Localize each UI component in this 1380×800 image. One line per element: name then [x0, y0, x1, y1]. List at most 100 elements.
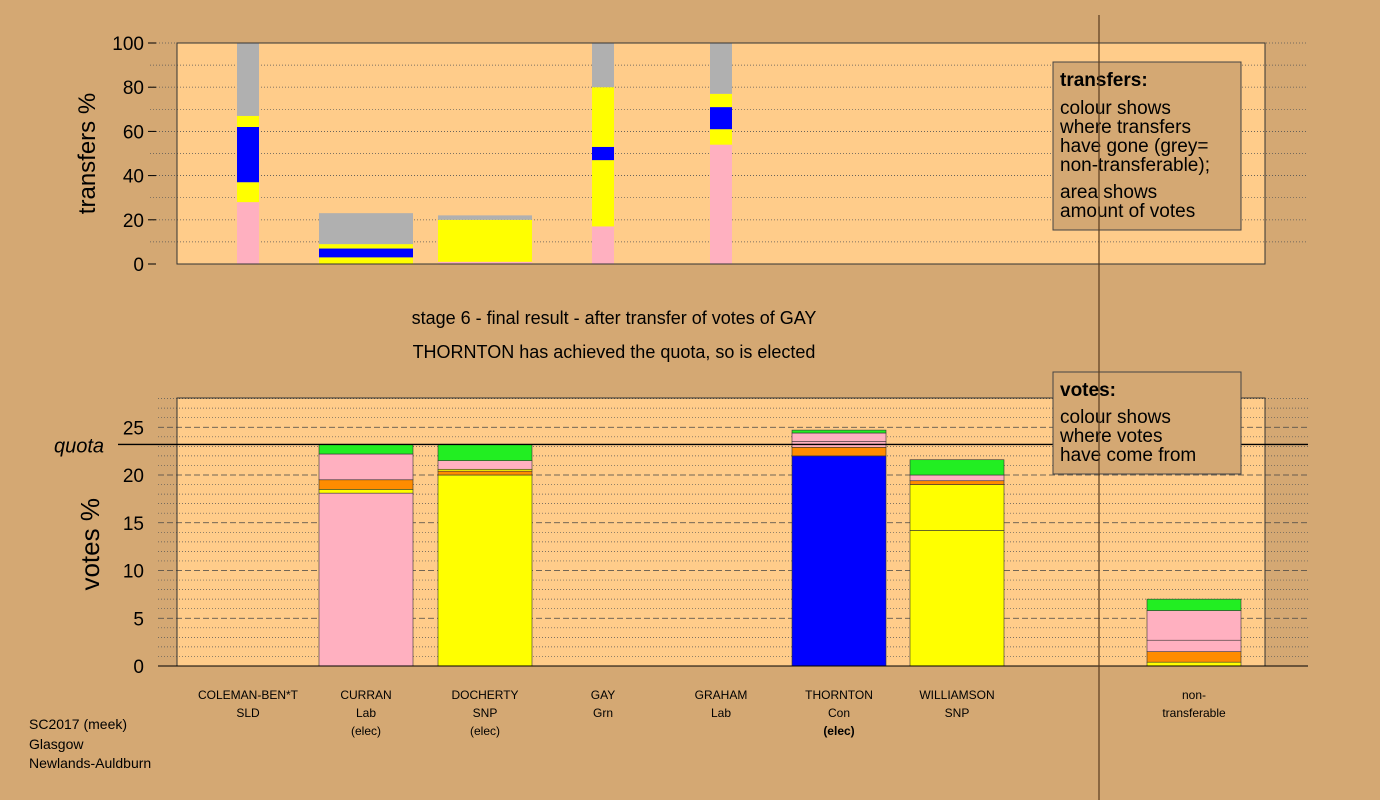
- legend-text: colour shows: [1060, 98, 1171, 119]
- bar-segment: [909, 474, 1005, 482]
- bar-segment: [592, 87, 614, 147]
- y-tick-label: 10: [123, 562, 144, 583]
- bar-segment: [237, 126, 259, 183]
- bar-segment: [592, 226, 614, 264]
- candidate-party: SNP: [473, 706, 498, 720]
- legend-text: non-transferable);: [1060, 155, 1210, 176]
- legend-heading: transfers:: [1060, 70, 1148, 91]
- legend-text: amount of votes: [1060, 201, 1195, 222]
- bar-segment: [791, 432, 887, 442]
- bar-segment: [909, 530, 1005, 667]
- legend-text: where transfers: [1059, 117, 1191, 138]
- bar-segment: [592, 146, 614, 161]
- candidate-party: Lab: [356, 706, 376, 720]
- bar-segment: [710, 107, 732, 130]
- legend-text: have come from: [1060, 445, 1196, 466]
- status-title: THORNTON has achieved the quota, so is e…: [413, 342, 816, 362]
- bar-segment: [438, 219, 532, 262]
- nontransferable-label: non-: [1182, 688, 1206, 702]
- footer-line: Glasgow: [29, 736, 84, 752]
- bar-segment: [791, 429, 887, 434]
- y-tick-label: 20: [123, 211, 144, 232]
- bar-segment: [438, 261, 532, 264]
- legend-votes-box: [1052, 371, 1242, 475]
- bar-segment: [237, 43, 259, 116]
- y-axis-label: votes %: [75, 498, 105, 591]
- candidate-labels: COLEMAN-BEN*T SLD CURRAN Lab (elec) DOCHERTY S…: [198, 688, 1226, 738]
- y-axis-label: transfers %: [74, 93, 101, 214]
- footer: SC2017 (meek) Glasgow Newlands-Auldburn: [29, 716, 151, 771]
- candidate-party: Grn: [593, 706, 613, 720]
- footer-line: Newlands-Auldburn: [29, 755, 151, 771]
- bar-segment: [237, 115, 259, 127]
- candidate-status: (elec): [823, 724, 854, 738]
- y-tick-label: 25: [123, 418, 144, 439]
- candidate-status: (elec): [470, 724, 500, 738]
- bar-segment: [318, 489, 414, 494]
- bar-segment: [710, 144, 732, 264]
- candidate-name: WILLIAMSON: [919, 688, 994, 702]
- y-tick-label: 80: [123, 78, 144, 99]
- y-tick-label: 0: [133, 657, 144, 678]
- candidate-party: Con: [828, 706, 850, 720]
- bar-segment: [909, 484, 1005, 531]
- plot-frame: [176, 42, 1266, 265]
- bar-segment: [710, 129, 732, 145]
- quota-label: quota: [54, 435, 104, 457]
- bar-segment: [791, 455, 887, 667]
- bar-segment: [318, 444, 414, 455]
- bar-segment: [318, 492, 414, 667]
- footer-line: SC2017 (meek): [29, 716, 127, 732]
- bar-segment: [909, 480, 1005, 485]
- bar-segment: [319, 248, 413, 258]
- candidate-name: COLEMAN-BEN*T: [198, 688, 299, 702]
- candidate-name: GRAHAM: [695, 688, 748, 702]
- bar-segment: [319, 213, 413, 245]
- bar-segment: [437, 444, 533, 461]
- candidate-status: (elec): [351, 724, 381, 738]
- bar-segment: [437, 474, 533, 667]
- candidate-party: Lab: [711, 706, 731, 720]
- stage-title: stage 6 - final result - after transfer …: [412, 308, 817, 328]
- bar-segment: [1146, 639, 1242, 652]
- candidate-name: THORNTON: [805, 688, 873, 702]
- bar-segment: [710, 93, 732, 108]
- bar-segment: [592, 160, 614, 227]
- candidate-party: SLD: [236, 706, 260, 720]
- bar-segment: [318, 479, 414, 490]
- legend-heading: votes:: [1060, 380, 1116, 401]
- bar-segment: [237, 182, 259, 203]
- legend-text: area shows: [1060, 182, 1157, 203]
- bar-segment: [318, 453, 414, 481]
- bar-segment: [437, 460, 533, 470]
- bar-segment: [592, 43, 614, 88]
- bar-segment: [909, 459, 1005, 476]
- y-tick-label: 20: [123, 466, 144, 487]
- bar-segment: [1146, 661, 1242, 667]
- bar-segment: [237, 202, 259, 264]
- nontransferable-label: transferable: [1162, 706, 1226, 720]
- legend-text: where votes: [1059, 426, 1162, 447]
- bar-segment: [710, 43, 732, 94]
- bar-segment: [437, 470, 533, 476]
- bar-segment: [438, 215, 532, 220]
- candidate-party: SNP: [945, 706, 970, 720]
- y-tick-label: 15: [123, 514, 144, 535]
- candidate-name: GAY: [591, 688, 615, 702]
- y-tick-label: 40: [123, 167, 144, 188]
- bar-segment: [1146, 651, 1242, 663]
- y-tick-label: 0: [133, 255, 144, 276]
- candidate-name: CURRAN: [340, 688, 391, 702]
- bar-segment: [319, 257, 413, 264]
- bar-segment: [319, 244, 413, 249]
- bar-segment: [1146, 610, 1242, 641]
- y-tick-label: 5: [133, 609, 144, 630]
- y-tick-label: 100: [112, 34, 144, 55]
- y-tick-label: 60: [123, 122, 144, 143]
- legend-transfers-box: [1052, 61, 1242, 231]
- legend-text: have gone (grey=: [1060, 136, 1208, 157]
- legend-text: colour shows: [1060, 407, 1171, 428]
- candidate-name: DOCHERTY: [451, 688, 518, 702]
